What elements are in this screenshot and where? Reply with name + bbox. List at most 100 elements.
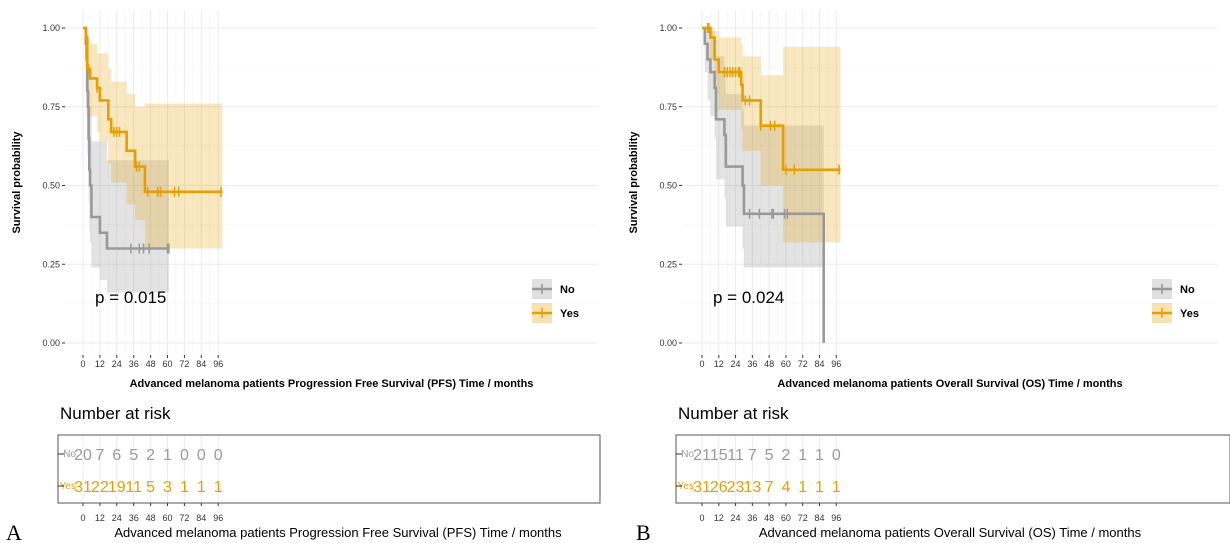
x-tick-label: 84 <box>196 359 206 369</box>
x-tick-label: 0 <box>80 359 85 369</box>
x-axis-title: Advanced melanoma patients Progression F… <box>130 378 534 390</box>
x-tick-label: 48 <box>146 359 156 369</box>
panel-a: 0 12 24 36 48 60 72 84 960.000.250.500.751.00Adv… <box>6 10 601 543</box>
risk-x-tick-label: 96 <box>213 513 223 523</box>
risk-count-yes: 7 <box>765 479 774 496</box>
risk-x-tick-label: 84 <box>196 513 206 523</box>
risk-x-axis-title: Advanced melanoma patients Progression F… <box>114 525 562 540</box>
risk-x-tick-label: 60 <box>162 513 172 523</box>
risk-count-no: 7 <box>748 447 757 464</box>
p-value: p = 0.024 <box>713 288 784 307</box>
y-tick-label: 1.00 <box>42 23 60 33</box>
x-tick-label: 24 <box>731 359 741 369</box>
risk-table-frame <box>57 434 601 504</box>
risk-x-axis-title: Advanced melanoma patients Overall Survi… <box>759 525 1142 540</box>
panel-letter: A <box>6 520 22 543</box>
legend-label-yes: Yes <box>560 308 579 320</box>
risk-x-tick-label: 12 <box>714 513 724 523</box>
risk-count-yes: 1 <box>214 479 223 496</box>
risk-row-label-no: No <box>681 449 694 460</box>
legend-label-yes: Yes <box>1180 308 1199 320</box>
risk-count-yes: 31 <box>74 479 92 496</box>
risk-count-no: 1 <box>798 447 807 464</box>
risk-count-no: 7 <box>95 447 104 464</box>
risk-table-frame <box>675 434 1230 504</box>
risk-x-tick-label: 24 <box>731 513 741 523</box>
y-tick-label: 0.00 <box>42 338 60 348</box>
risk-x-tick-label: 36 <box>747 513 757 523</box>
risk-count-no: 2 <box>781 447 790 464</box>
panel-letter: B <box>636 520 651 543</box>
risk-count-yes: 1 <box>798 479 807 496</box>
x-tick-label: 72 <box>798 359 808 369</box>
risk-count-yes: 26 <box>710 479 728 496</box>
x-tick-label: 24 <box>112 359 122 369</box>
risk-row-label-no: No <box>63 449 76 460</box>
risk-row-label-yes: Yes <box>60 481 76 492</box>
risk-count-yes: 3 <box>163 479 172 496</box>
y-axis-title: Survival probability <box>628 131 640 234</box>
risk-count-no: 5 <box>129 447 138 464</box>
ci-band-no <box>83 28 169 293</box>
risk-count-no: 15 <box>710 447 728 464</box>
y-tick-label: 0.25 <box>659 259 677 269</box>
y-axis-title: Survival probability <box>11 131 23 234</box>
survival-curve-yes <box>83 26 223 194</box>
risk-count-no: 0 <box>832 447 841 464</box>
risk-count-no: 0 <box>180 447 189 464</box>
y-tick-label: 0.75 <box>42 102 60 112</box>
risk-count-no: 20 <box>74 447 92 464</box>
risk-x-tick-label: 72 <box>179 513 189 523</box>
risk-count-yes: 1 <box>815 479 824 496</box>
risk-x-tick-label: 24 <box>112 513 122 523</box>
risk-x-tick-label: 36 <box>129 513 139 523</box>
risk-count-no: 0 <box>214 447 223 464</box>
y-tick-label: 0.50 <box>659 181 677 191</box>
risk-count-no: 6 <box>112 447 121 464</box>
risk-x-tick-label: 48 <box>146 513 156 523</box>
risk-count-no: 21 <box>693 447 711 464</box>
y-tick-label: 0.25 <box>42 259 60 269</box>
panel-b: 0 12 24 36 48 60 72 84 960.000.250.500.751.00Adv… <box>628 10 1230 543</box>
legend-label-no: No <box>560 284 575 296</box>
risk-x-tick-label: 60 <box>781 513 791 523</box>
x-tick-label: 96 <box>213 359 223 369</box>
risk-count-no: 1 <box>163 447 172 464</box>
ci-band-yes <box>83 28 223 249</box>
risk-count-no: 5 <box>765 447 774 464</box>
risk-x-tick-label: 84 <box>814 513 824 523</box>
x-tick-label: 36 <box>747 359 757 369</box>
number-at-risk-title: Number at risk <box>60 404 171 423</box>
risk-count-yes: 22 <box>91 479 109 496</box>
risk-x-tick-label: 48 <box>764 513 774 523</box>
ci-band-no <box>702 28 824 268</box>
x-tick-label: 48 <box>764 359 774 369</box>
x-tick-label: 12 <box>95 359 105 369</box>
risk-count-yes: 1 <box>197 479 206 496</box>
risk-count-yes: 1 <box>832 479 841 496</box>
x-tick-label: 96 <box>831 359 841 369</box>
number-at-risk-title: Number at risk <box>678 404 789 423</box>
x-tick-label: 60 <box>781 359 791 369</box>
survival-curve-no <box>702 26 825 343</box>
x-tick-label: 0 <box>699 359 704 369</box>
risk-x-tick-label: 96 <box>831 513 841 523</box>
risk-count-yes: 5 <box>146 479 155 496</box>
p-value: p = 0.015 <box>95 288 166 307</box>
risk-count-yes: 31 <box>693 479 711 496</box>
x-tick-label: 60 <box>162 359 172 369</box>
risk-count-yes: 4 <box>781 479 790 496</box>
risk-count-yes: 23 <box>727 479 745 496</box>
risk-x-tick-label: 0 <box>699 513 704 523</box>
y-tick-label: 0.75 <box>659 102 677 112</box>
legend-label-no: No <box>1180 284 1195 296</box>
risk-count-yes: 11 <box>125 479 142 496</box>
risk-count-no: 1 <box>815 447 824 464</box>
risk-x-tick-label: 0 <box>80 513 85 523</box>
x-tick-label: 72 <box>179 359 189 369</box>
survival-curve-yes <box>702 26 841 172</box>
y-tick-label: 0.00 <box>659 338 677 348</box>
risk-count-yes: 1 <box>180 479 189 496</box>
y-tick-label: 0.50 <box>42 181 60 191</box>
